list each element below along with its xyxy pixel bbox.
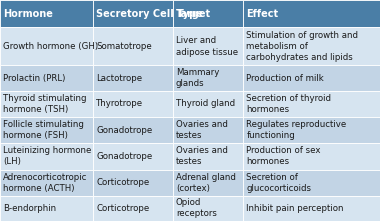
Text: Adrenal gland
(cortex): Adrenal gland (cortex): [176, 173, 236, 193]
Text: Stimulation of growth and
metabolism of
carbohydrates and lipids: Stimulation of growth and metabolism of …: [246, 31, 358, 62]
Bar: [93, 91, 173, 117]
Bar: [93, 170, 173, 196]
Text: Thyroid gland: Thyroid gland: [176, 99, 235, 108]
Text: Hormone: Hormone: [3, 9, 53, 19]
Bar: [0, 0, 93, 27]
Text: Corticotrope: Corticotrope: [96, 204, 149, 213]
Text: B-endorphin: B-endorphin: [3, 204, 56, 213]
Bar: [173, 170, 243, 196]
Text: Follicle stimulating
hormone (FSH): Follicle stimulating hormone (FSH): [3, 120, 84, 140]
Bar: [93, 117, 173, 143]
Bar: [243, 170, 380, 196]
Text: Inhibit pain perception: Inhibit pain perception: [246, 204, 344, 213]
Text: Gonadotrope: Gonadotrope: [96, 126, 152, 135]
Text: Ovaries and
testes: Ovaries and testes: [176, 120, 228, 140]
Bar: [173, 196, 243, 221]
Bar: [173, 117, 243, 143]
Bar: [0, 170, 93, 196]
Bar: [173, 143, 243, 170]
Text: Corticotrope: Corticotrope: [96, 178, 149, 187]
Bar: [93, 65, 173, 91]
Text: Secretory Cell Type: Secretory Cell Type: [96, 9, 203, 19]
Text: Liver and
adipose tissue: Liver and adipose tissue: [176, 36, 238, 57]
Bar: [0, 91, 93, 117]
Bar: [0, 196, 93, 221]
Text: Secretion of thyroid
hormones: Secretion of thyroid hormones: [246, 94, 331, 114]
Text: Secretion of
glucocorticoids: Secretion of glucocorticoids: [246, 173, 311, 193]
Bar: [93, 0, 173, 27]
Text: Prolactin (PRL): Prolactin (PRL): [3, 74, 65, 82]
Bar: [0, 117, 93, 143]
Bar: [173, 27, 243, 65]
Text: Lactotrope: Lactotrope: [96, 74, 142, 82]
Bar: [0, 143, 93, 170]
Bar: [173, 91, 243, 117]
Text: Production of sex
hormones: Production of sex hormones: [246, 146, 321, 166]
Bar: [243, 0, 380, 27]
Text: Growth hormone (GH): Growth hormone (GH): [3, 42, 98, 51]
Bar: [243, 117, 380, 143]
Text: Production of milk: Production of milk: [246, 74, 324, 82]
Bar: [93, 27, 173, 65]
Bar: [173, 0, 243, 27]
Bar: [173, 65, 243, 91]
Text: Gonadotrope: Gonadotrope: [96, 152, 152, 161]
Text: Adrenocorticotropic
hormone (ACTH): Adrenocorticotropic hormone (ACTH): [3, 173, 87, 193]
Bar: [0, 65, 93, 91]
Bar: [243, 27, 380, 65]
Bar: [93, 143, 173, 170]
Bar: [243, 196, 380, 221]
Text: Luteinizing hormone
(LH): Luteinizing hormone (LH): [3, 146, 92, 166]
Text: Thyroid stimulating
hormone (TSH): Thyroid stimulating hormone (TSH): [3, 94, 87, 114]
Text: Opiod
receptors: Opiod receptors: [176, 198, 217, 219]
Text: Somatotrope: Somatotrope: [96, 42, 152, 51]
Bar: [93, 196, 173, 221]
Bar: [243, 143, 380, 170]
Text: Regulates reproductive
functioning: Regulates reproductive functioning: [246, 120, 347, 140]
Text: Thyrotrope: Thyrotrope: [96, 99, 143, 108]
Text: Ovaries and
testes: Ovaries and testes: [176, 146, 228, 166]
Bar: [0, 27, 93, 65]
Bar: [243, 91, 380, 117]
Text: Target: Target: [176, 9, 211, 19]
Text: Mammary
glands: Mammary glands: [176, 68, 219, 88]
Text: Effect: Effect: [246, 9, 279, 19]
Bar: [243, 65, 380, 91]
